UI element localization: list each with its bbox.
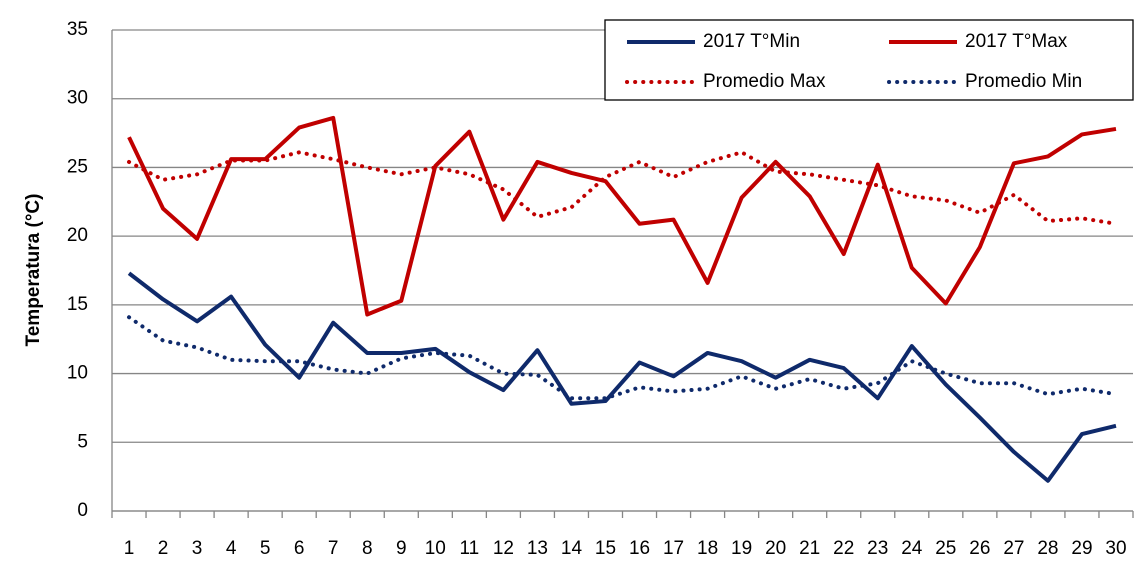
x-tick-label: 9 (396, 538, 407, 559)
legend-box (604, 19, 1134, 101)
y-tick-label: 10 (67, 363, 88, 384)
x-tick-label: 27 (1003, 538, 1024, 559)
x-tick-label: 5 (260, 538, 271, 559)
series-line (127, 115, 1117, 317)
x-tick-label: 19 (731, 538, 752, 559)
x-tick-label: 12 (493, 538, 514, 559)
legend-label: 2017 T°Min (703, 31, 800, 52)
y-axis-label: Temperatura (°C) (23, 194, 44, 347)
series-line (127, 315, 1118, 401)
x-tick-label: 26 (969, 538, 990, 559)
x-tick-label: 11 (459, 538, 479, 559)
x-tick-label: 15 (595, 538, 616, 559)
x-tick-label: 13 (527, 538, 548, 559)
x-tick-label: 1 (124, 538, 135, 559)
x-tick-label: 16 (629, 538, 650, 559)
x-tick-label: 30 (1105, 538, 1126, 559)
x-tick-label: 21 (799, 538, 820, 559)
x-tick-label: 28 (1037, 538, 1058, 559)
x-tick-label: 25 (935, 538, 956, 559)
y-tick-label: 0 (77, 500, 88, 521)
x-tick-label: 17 (663, 538, 684, 559)
x-tick-label: 18 (697, 538, 718, 559)
x-tick-label: 22 (833, 538, 854, 559)
legend-label: 2017 T°Max (965, 31, 1068, 52)
y-tick-label: 15 (67, 294, 88, 315)
x-tick-label: 4 (226, 538, 237, 559)
x-tick-label: 7 (328, 538, 339, 559)
legend-label: Promedio Min (965, 71, 1082, 92)
x-tick-label: 2 (158, 538, 169, 559)
y-tick-label: 5 (77, 431, 88, 452)
x-tick-label: 6 (294, 538, 305, 559)
x-tick-label: 3 (192, 538, 203, 559)
y-tick-label: 25 (67, 156, 88, 177)
x-tick-label: 14 (561, 538, 583, 559)
series-line (127, 271, 1117, 483)
series-line (127, 150, 1118, 226)
x-tick-label: 24 (901, 538, 923, 559)
legend-label: Promedio Max (703, 71, 826, 92)
y-tick-label: 30 (67, 88, 88, 109)
x-tick-label: 20 (765, 538, 786, 559)
y-tick-label: 35 (67, 19, 88, 40)
y-tick-label: 20 (67, 225, 88, 246)
x-tick-label: 8 (362, 538, 373, 559)
x-tick-label: 10 (425, 538, 446, 559)
x-tick-label: 23 (867, 538, 888, 559)
x-tick-label: 29 (1071, 538, 1092, 559)
